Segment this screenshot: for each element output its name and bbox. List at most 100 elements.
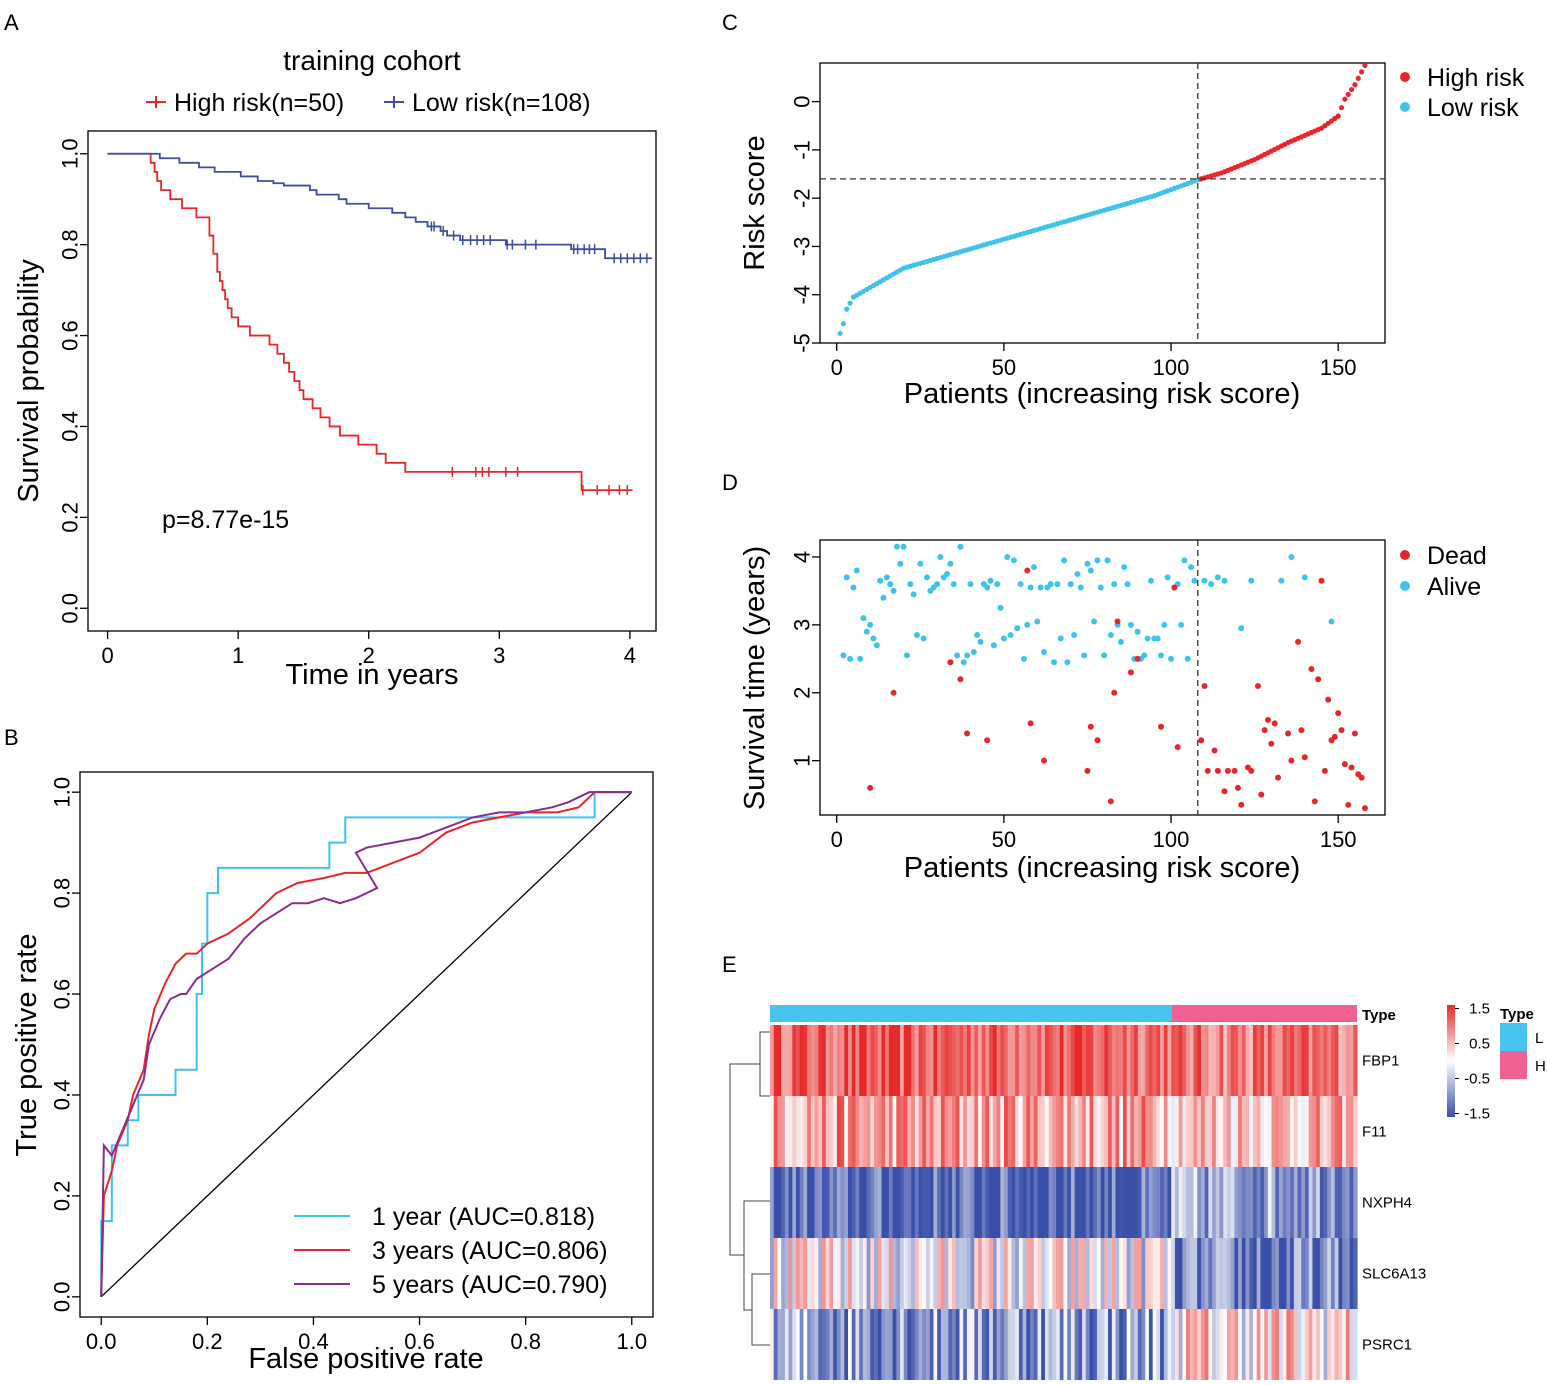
heatmap-cell-nxph4	[926, 1167, 931, 1238]
panel-d-survival-time-plot: 1 2 3 4 0 50 100 150 Patients (increasing risk…	[739, 539, 1487, 884]
heatmap-cell-f11	[1148, 1096, 1154, 1167]
heatmap-cell-slc6a13	[1026, 1238, 1031, 1309]
heatmap-cell-fbp1	[1345, 1025, 1351, 1096]
heatmap-cell-f11	[959, 1096, 964, 1167]
heatmap-cell-fbp1	[1141, 1025, 1146, 1096]
risk-point-high	[1345, 91, 1351, 97]
survival-point-alive	[1184, 655, 1191, 662]
heatmap-cell-nxph4	[1182, 1167, 1187, 1238]
heatmap-cell-psrc1	[1267, 1309, 1273, 1380]
heatmap-cell-nxph4	[1226, 1167, 1232, 1238]
heatmap-cell-psrc1	[881, 1309, 886, 1380]
heatmap-cell-f11	[1342, 1096, 1347, 1167]
heatmap-cell-fbp1	[1327, 1025, 1332, 1096]
heatmap-cell-psrc1	[1278, 1309, 1284, 1380]
heatmap-cell-psrc1	[944, 1309, 949, 1380]
heatmap-cell-fbp1	[1074, 1025, 1079, 1096]
heatmap-cell-psrc1	[1033, 1309, 1039, 1380]
heatmap-cell-nxph4	[1267, 1167, 1273, 1238]
heatmap-cell-slc6a13	[781, 1238, 786, 1309]
heatmap-cell-psrc1	[966, 1309, 972, 1380]
heatmap-cell-psrc1	[1004, 1309, 1009, 1380]
heatmap-cell-slc6a13	[870, 1238, 875, 1309]
heatmap-cell-slc6a13	[840, 1238, 845, 1309]
heatmap-cell-f11	[1056, 1096, 1061, 1167]
heatmap-cell-slc6a13	[1119, 1238, 1124, 1309]
heatmap-cell-nxph4	[1219, 1167, 1224, 1238]
heatmap-cell-nxph4	[1297, 1167, 1302, 1238]
heatmap-row-dendrogram	[729, 1031, 770, 1346]
heatmap-cell-psrc1	[792, 1309, 797, 1380]
heatmap-cell-f11	[1063, 1096, 1068, 1167]
heatmap-cell-nxph4	[1093, 1167, 1098, 1238]
heatmap-cell-psrc1	[848, 1309, 853, 1380]
survival-point-alive	[1054, 581, 1061, 588]
heatmap-cell-slc6a13	[1167, 1238, 1172, 1309]
survival-point-alive	[907, 581, 914, 588]
colorbar-tick-label: -1.5	[1464, 1106, 1490, 1123]
panel-a-xlabel: Time in years	[286, 659, 459, 691]
heatmap-cell-psrc1	[1067, 1309, 1072, 1380]
heatmap-cell-fbp1	[773, 1025, 779, 1096]
heatmap-cell-fbp1	[896, 1025, 901, 1096]
survival-point-alive	[1147, 577, 1154, 584]
survival-point-dead	[957, 676, 964, 683]
heatmap-cell-slc6a13	[784, 1238, 790, 1309]
heatmap-cell-slc6a13	[1290, 1238, 1295, 1309]
heatmap-cell-nxph4	[1015, 1167, 1020, 1238]
panel-b-roc-plot: 0.0 0.2 0.4 0.6 0.8 1.0 0.0 0.2 0.4 0.6 0.8 1.0 1 …	[11, 771, 654, 1375]
heatmap-cell-psrc1	[1256, 1309, 1262, 1380]
heatmap-cell-slc6a13	[1316, 1238, 1321, 1309]
heatmap-cell-slc6a13	[1200, 1238, 1206, 1309]
survival-point-alive	[1104, 557, 1111, 564]
survival-point-alive	[1084, 560, 1091, 567]
heatmap-cell-f11	[940, 1096, 946, 1167]
heatmap-cell-slc6a13	[1163, 1238, 1169, 1309]
heatmap-cell-nxph4	[1000, 1167, 1005, 1238]
heatmap-cell-slc6a13	[1308, 1238, 1314, 1309]
heatmap-cell-nxph4	[1134, 1167, 1139, 1238]
heatmap-cell-psrc1	[833, 1309, 838, 1380]
heatmap-cell-nxph4	[1312, 1167, 1317, 1238]
risk-point-high	[1348, 86, 1355, 93]
survival-point-alive	[950, 581, 957, 588]
heatmap-cell-nxph4	[1037, 1167, 1042, 1238]
y-tick-label: 1	[790, 755, 815, 767]
heatmap-cell-nxph4	[1208, 1167, 1213, 1238]
heatmap-cell-nxph4	[1059, 1167, 1065, 1238]
y-tick-label: 0.0	[50, 1282, 75, 1313]
type-legend-l-label: L	[1535, 1030, 1543, 1047]
heatmap-cell-f11	[914, 1096, 920, 1167]
survival-point-alive	[944, 570, 951, 577]
survival-point-dead	[1311, 798, 1318, 805]
heatmap-cell-nxph4	[907, 1167, 912, 1238]
survival-point-alive	[964, 652, 971, 659]
heatmap-cell-nxph4	[1245, 1167, 1250, 1238]
heatmap-cell-psrc1	[1093, 1309, 1098, 1380]
heatmap-cell-f11	[1275, 1096, 1280, 1167]
panel-a-title: training cohort	[283, 45, 461, 76]
dendrogram-root	[729, 1063, 760, 1256]
heatmap-cell-psrc1	[1282, 1309, 1288, 1380]
heatmap-cell-f11	[1260, 1096, 1265, 1167]
x-tick-label: 0.2	[192, 1329, 223, 1354]
heatmap-cell-f11	[1089, 1096, 1094, 1167]
heatmap-cell-f11	[836, 1096, 842, 1167]
gene-label-f11: F11	[1362, 1124, 1387, 1141]
heatmap-cell-nxph4	[1108, 1167, 1113, 1238]
heatmap-cell-fbp1	[1330, 1025, 1336, 1096]
heatmap-cell-psrc1	[1345, 1309, 1351, 1380]
heatmap-cell-psrc1	[1308, 1309, 1314, 1380]
heatmap-cell-psrc1	[1304, 1309, 1310, 1380]
heatmap-cell-nxph4	[803, 1167, 808, 1238]
legend-high-risk-dot	[1400, 72, 1410, 82]
heatmap-cell-slc6a13	[818, 1238, 823, 1309]
heatmap-cell-slc6a13	[844, 1238, 849, 1309]
heatmap-cell-psrc1	[1160, 1309, 1165, 1380]
y-tick-label: -3	[790, 237, 815, 257]
heatmap-cell-fbp1	[978, 1025, 983, 1096]
heatmap-cell-slc6a13	[948, 1238, 953, 1309]
heatmap-cell-psrc1	[963, 1309, 968, 1380]
heatmap-cell-fbp1	[1130, 1025, 1135, 1096]
panel-b-ylabel: True positive rate	[11, 934, 43, 1157]
